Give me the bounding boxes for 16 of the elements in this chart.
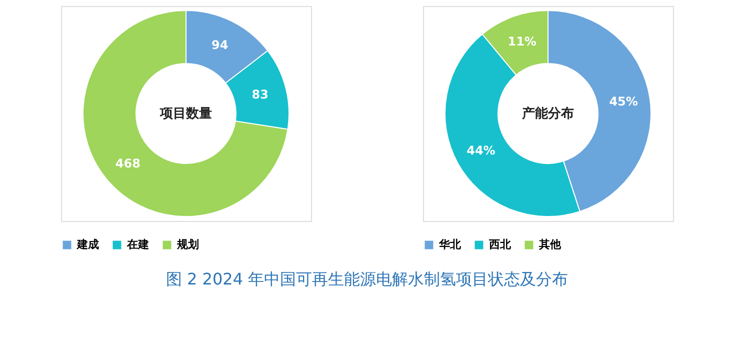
data-label: 44%: [466, 143, 496, 158]
data-label: 11%: [508, 34, 536, 49]
legend-label: 建成: [76, 238, 99, 251]
legend-label: 华北: [438, 238, 462, 251]
legend-label: 其他: [538, 238, 562, 251]
legend-label: 在建: [126, 238, 149, 251]
data-label: 468: [115, 156, 140, 170]
data-label: 94: [211, 38, 228, 52]
text: 项目数量: [159, 106, 212, 122]
legend-label: 西北: [488, 238, 512, 251]
text: 产能分布: [521, 106, 574, 122]
caption: 图 2 2024 年中国可再生能源电解水制氢项目状态及分布: [166, 270, 568, 288]
legend-label: 规划: [176, 238, 199, 251]
data-label: 45%: [609, 94, 638, 109]
data-label: 83: [252, 88, 268, 102]
donut-slice: [82, 10, 288, 217]
